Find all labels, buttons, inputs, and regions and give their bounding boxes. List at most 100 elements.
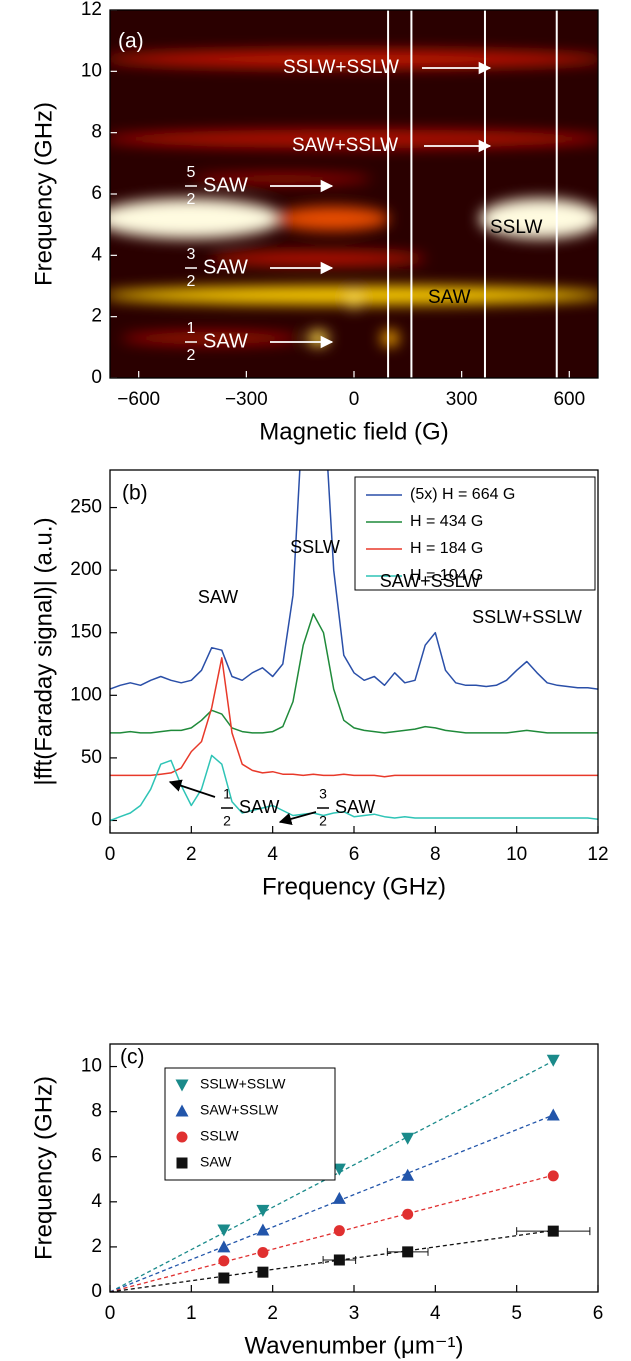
heat-blob — [110, 49, 598, 69]
y-axis-label: Frequency (GHz) — [30, 102, 57, 286]
point — [401, 1168, 415, 1181]
y-tick-label: 250 — [70, 497, 102, 518]
y-tick-label: 100 — [70, 684, 102, 705]
legend-label: H = 184 G — [410, 540, 483, 557]
fit-line — [110, 1060, 554, 1292]
heatmap-background — [110, 10, 598, 378]
fraction-denominator: 2 — [319, 813, 327, 829]
point — [546, 1054, 560, 1067]
heat-blob — [479, 198, 598, 239]
fraction-denominator: 2 — [187, 191, 196, 208]
plot-frame — [109, 469, 599, 834]
fraction-label: SAW — [203, 174, 248, 196]
fraction-label: SAW — [203, 330, 248, 352]
heat-blob — [110, 198, 283, 239]
y-tick-label: 0 — [91, 367, 102, 388]
legend-box — [164, 1067, 336, 1181]
legend-label: (5x) H = 664 G — [410, 486, 515, 503]
panel-label: (a) — [118, 30, 144, 53]
annotation: SSLW+SSLW — [283, 57, 399, 78]
point — [333, 1254, 345, 1266]
fraction-numerator: 3 — [187, 246, 196, 263]
y-tick-label: 0 — [91, 809, 102, 830]
legend-label: SAW+SSLW — [200, 1102, 279, 1118]
legend-label: H = 434 G — [410, 513, 483, 530]
heatmap — [110, 10, 598, 378]
heat-blob — [380, 330, 399, 346]
point — [332, 1191, 346, 1204]
panel-label: (c) — [120, 1046, 145, 1069]
fraction-denominator: 2 — [223, 813, 231, 829]
y-tick-label: 6 — [91, 183, 102, 204]
annotation: SAW — [198, 587, 238, 607]
y-tick-label: 10 — [81, 1056, 102, 1077]
point — [217, 1224, 231, 1237]
fraction-numerator: 1 — [187, 320, 196, 337]
annotation: SSLW — [490, 217, 543, 238]
x-tick-label: 300 — [446, 389, 478, 410]
legend-label: SSLW+SSLW — [200, 1076, 286, 1092]
panel-label: (b) — [122, 482, 148, 505]
series-line — [110, 657, 598, 778]
legend-marker — [175, 1079, 189, 1092]
arrow — [168, 779, 216, 798]
y-axis-label: Frequency (GHz) — [30, 1076, 57, 1260]
x-tick-label: 6 — [593, 1303, 604, 1324]
plot-frame — [109, 1043, 599, 1293]
y-tick-label: 8 — [91, 1101, 102, 1122]
y-tick-label: 12 — [81, 0, 102, 20]
x-tick-label: −300 — [225, 389, 268, 410]
x-tick-label: 0 — [349, 389, 360, 410]
fraction-numerator: 5 — [187, 164, 196, 181]
fraction-label: SAW — [335, 797, 375, 817]
annotation: SSLW — [290, 537, 340, 557]
point — [332, 1163, 346, 1176]
heat-blob — [307, 330, 329, 346]
x-tick-label: 0 — [105, 844, 116, 865]
x-axis-label: Magnetic field (G) — [259, 418, 448, 445]
y-tick-label: 6 — [91, 1146, 102, 1167]
y-tick-label: 4 — [91, 1191, 102, 1212]
series-line — [110, 470, 598, 690]
fit-line — [110, 1114, 554, 1292]
x-tick-label: 1 — [186, 1303, 197, 1324]
point — [256, 1223, 270, 1236]
x-tick-label: 6 — [349, 844, 360, 865]
legend-marker — [176, 1131, 188, 1143]
heat-blob — [275, 206, 390, 231]
point — [218, 1272, 230, 1284]
point — [217, 1240, 231, 1253]
annotation: SAW+SSLW — [292, 135, 398, 156]
fraction-numerator: 3 — [319, 786, 327, 802]
fraction-numerator: 1 — [223, 786, 231, 802]
points — [110, 1054, 591, 1292]
heatmap-blobs — [110, 49, 598, 346]
fraction-label: SAW — [239, 797, 279, 817]
legend-marker — [176, 1157, 188, 1169]
legend-label: SSLW — [200, 1128, 239, 1144]
y-tick-label: 4 — [91, 244, 102, 265]
fraction-denominator: 2 — [187, 347, 196, 364]
point — [547, 1170, 559, 1182]
heat-blob — [346, 287, 362, 309]
annotation: SAW+SSLW — [380, 571, 481, 591]
x-tick-label: 600 — [553, 389, 585, 410]
point — [402, 1246, 414, 1258]
y-tick-label: 50 — [81, 747, 102, 768]
y-tick-label: 150 — [70, 622, 102, 643]
annotation: SAW — [428, 287, 471, 308]
lines — [110, 470, 598, 822]
legend-label: SAW — [200, 1154, 232, 1170]
point — [547, 1225, 559, 1237]
legend-marker — [175, 1104, 189, 1117]
point — [333, 1225, 345, 1237]
annotation: SSLW+SSLW — [472, 607, 582, 627]
point — [401, 1132, 415, 1145]
heat-blob — [210, 251, 426, 266]
x-tick-label: 8 — [430, 844, 441, 865]
x-tick-label: −600 — [117, 389, 160, 410]
point — [257, 1247, 269, 1259]
x-axis-label: Wavenumber (μm⁻¹) — [245, 1332, 464, 1359]
y-tick-label: 2 — [91, 306, 102, 327]
